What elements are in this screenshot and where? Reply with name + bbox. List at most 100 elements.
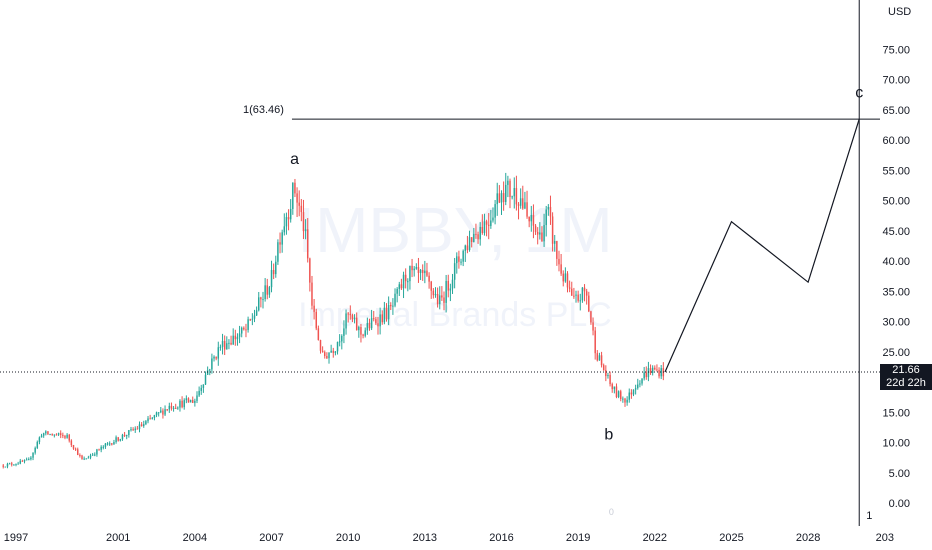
candle-body <box>296 193 298 203</box>
candle-body <box>17 463 19 465</box>
candle-body <box>539 232 541 235</box>
candle-body <box>143 424 145 427</box>
candle-body <box>298 202 300 206</box>
drawing-overlay: 1(63.46) 1 a b c 0 <box>0 0 880 526</box>
candle-body <box>183 400 185 408</box>
candle-body <box>381 314 383 323</box>
candle-body <box>140 424 143 427</box>
candle-body <box>226 343 228 350</box>
candle-body <box>338 341 341 343</box>
y-tick-label: 0.00 <box>889 498 910 510</box>
candle-body <box>590 311 592 323</box>
candle-body <box>641 378 643 384</box>
candle-body <box>656 369 658 371</box>
y-tick-label: 55.00 <box>882 165 910 177</box>
candle-body <box>341 335 343 342</box>
candle-body <box>311 282 313 306</box>
candle-body <box>32 452 34 458</box>
candle-body <box>613 386 616 390</box>
candle-body <box>294 182 296 194</box>
candle-body <box>460 261 462 263</box>
candle-body <box>34 447 36 453</box>
x-tick-label: 2013 <box>413 532 437 544</box>
candle-body <box>281 232 283 245</box>
candle-body <box>541 232 543 242</box>
candle-body <box>513 188 516 197</box>
candle-body <box>59 433 62 435</box>
candle-body <box>458 256 460 262</box>
candle-body <box>438 295 441 305</box>
candle-body <box>479 226 481 240</box>
candle-body <box>300 205 303 213</box>
candle-body <box>83 458 85 460</box>
candle-body <box>575 294 577 296</box>
candle-body <box>643 372 645 379</box>
y-tick-label: 65.00 <box>882 105 910 117</box>
candle-body <box>390 304 392 307</box>
candle-body <box>370 318 373 329</box>
candle-body <box>153 415 156 418</box>
candle-body <box>364 330 366 336</box>
candle-body <box>579 300 582 302</box>
candle-body <box>543 225 545 242</box>
candle-body <box>168 405 171 410</box>
candle-body <box>132 429 134 431</box>
candle-body <box>494 204 496 218</box>
candle-body <box>162 410 164 415</box>
vertical-line-label: 1 <box>866 510 872 522</box>
candle-body <box>451 279 454 289</box>
candle-body <box>211 358 213 370</box>
y-tick-label: 10.00 <box>882 438 910 450</box>
candle-body <box>651 367 654 373</box>
candle-body <box>396 288 398 294</box>
candle-body <box>289 208 292 220</box>
candle-body <box>232 335 234 345</box>
candle-body <box>475 233 477 235</box>
y-tick-label: 35.00 <box>882 286 910 298</box>
candle-body <box>8 463 11 465</box>
candle-body <box>351 315 354 320</box>
candle-body <box>77 449 79 456</box>
candle-body <box>91 454 94 456</box>
candle-body <box>125 435 128 437</box>
projection-path[interactable] <box>664 118 860 373</box>
fib-level-label: 1(63.46) <box>243 104 284 116</box>
candle-body <box>258 297 260 311</box>
candle-body <box>104 443 107 447</box>
candle-body <box>411 265 413 271</box>
candle-body <box>249 319 251 321</box>
price-axis[interactable]: USD 75.00 70.00 65.00 60.00 55.00 50.00 45.00 4… <box>882 6 911 510</box>
candle-body <box>366 323 369 331</box>
candle-body <box>279 242 281 245</box>
candle-body <box>217 347 220 359</box>
candle-body <box>385 307 388 320</box>
candle-body <box>166 409 168 411</box>
candle-body <box>264 285 266 300</box>
candle-body <box>277 242 279 262</box>
candle-body <box>645 372 648 378</box>
candle-body <box>213 356 215 359</box>
y-tick-label: 75.00 <box>882 44 910 56</box>
time-axis[interactable]: 1997 2001 2004 2007 2010 2013 2016 2019 2022 2025… <box>4 532 894 544</box>
x-tick-label: 2016 <box>489 532 513 544</box>
candle-body <box>564 273 567 282</box>
candle-body <box>2 465 4 467</box>
candle-body <box>200 387 202 391</box>
candle-body <box>387 304 390 320</box>
candle-body <box>79 455 81 457</box>
candle-body <box>287 217 290 220</box>
candle-body <box>498 193 501 203</box>
current-price-badge: 21.66 22d 22h <box>880 364 932 390</box>
candle-body <box>349 313 352 316</box>
candle-body <box>607 374 609 377</box>
candle-body <box>66 434 68 438</box>
candle-body <box>191 399 194 403</box>
candle-body <box>624 398 626 403</box>
candle-body <box>649 368 652 373</box>
candle-body <box>51 434 53 436</box>
candle-body <box>372 318 375 320</box>
candle-body <box>147 418 149 422</box>
candle-body <box>49 434 51 436</box>
candle-body <box>23 460 26 462</box>
